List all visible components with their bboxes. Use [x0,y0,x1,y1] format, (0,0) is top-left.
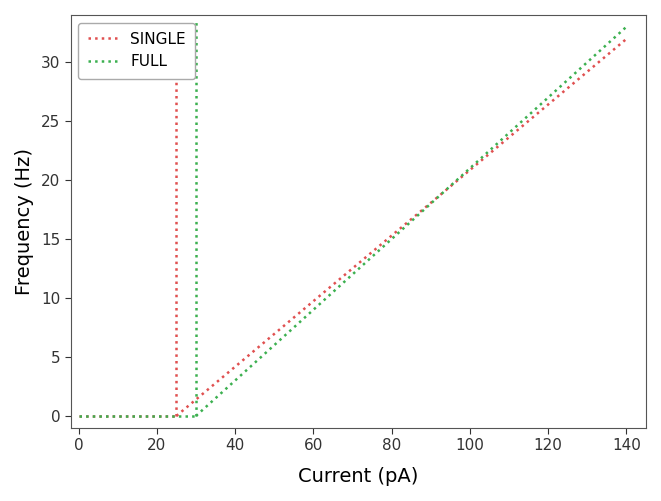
X-axis label: Current (pA): Current (pA) [298,467,418,486]
SINGLE [173,413,180,419]
FULL [102,413,110,419]
SINGLE [145,413,153,419]
FULL [75,413,83,419]
FULL [176,413,184,419]
Y-axis label: Frequency (Hz): Frequency (Hz) [15,148,34,295]
SINGLE [106,413,114,419]
SINGLE [75,413,83,419]
FULL [192,413,200,419]
FULL [137,413,145,419]
FULL [98,413,106,419]
FULL [116,413,124,419]
SINGLE [139,413,147,419]
SINGLE [96,413,104,419]
SINGLE [171,413,178,419]
SINGLE [104,413,112,419]
Legend: SINGLE, FULL: SINGLE, FULL [79,23,195,79]
FULL [145,413,153,419]
